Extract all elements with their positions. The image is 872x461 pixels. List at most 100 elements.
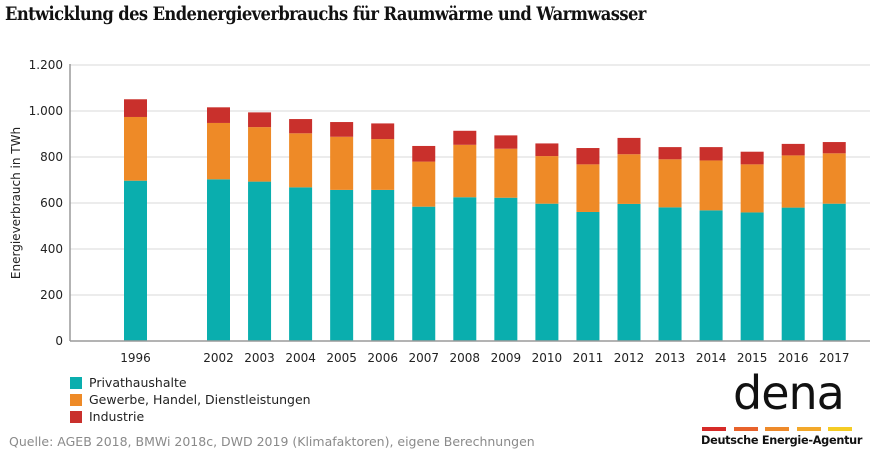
bar-segment-industrie bbox=[781, 143, 805, 156]
x-tick-label: 2016 bbox=[778, 351, 809, 365]
y-tick-label: 0 bbox=[55, 334, 63, 348]
bar-segment-gewerbe bbox=[494, 148, 518, 198]
bar-segment-industrie bbox=[371, 123, 395, 140]
x-tick-label: 2008 bbox=[450, 351, 481, 365]
bar-segment-gewerbe bbox=[822, 153, 846, 204]
bar-segment-privathaushalte bbox=[781, 207, 805, 341]
bar-segment-privathaushalte bbox=[330, 189, 354, 341]
bar-stack-2011 bbox=[576, 148, 600, 341]
bar-segment-gewerbe bbox=[699, 160, 723, 211]
bar-segment-industrie bbox=[330, 122, 354, 137]
bar-segment-industrie bbox=[740, 151, 764, 165]
bar-segment-privathaushalte bbox=[248, 181, 272, 341]
bar-stack-2002 bbox=[207, 107, 230, 341]
legend: Privathaushalte Gewerbe, Handel, Dienstl… bbox=[70, 374, 311, 425]
legend-label: Industrie bbox=[89, 409, 145, 424]
logo-stripe bbox=[733, 427, 758, 431]
x-tick-label: 2007 bbox=[408, 351, 439, 365]
legend-item-gewerbe: Gewerbe, Handel, Dienstleistungen bbox=[70, 391, 311, 408]
x-tick-label: 2010 bbox=[532, 351, 563, 365]
bar-stack-2005 bbox=[330, 122, 354, 341]
bar-segment-privathaushalte bbox=[658, 207, 682, 341]
legend-item-industrie: Industrie bbox=[70, 408, 311, 425]
logo-stripe bbox=[796, 427, 821, 431]
bar-segment-privathaushalte bbox=[124, 180, 147, 341]
y-tick-label: 600 bbox=[40, 196, 63, 210]
x-tick-label: 2003 bbox=[244, 351, 275, 365]
x-axis-ticks: 1996 2002 2003 2004 2005 2006 2007 2008 2009 2010… bbox=[120, 351, 849, 365]
bar-segment-gewerbe bbox=[412, 161, 436, 207]
bar-segment-privathaushalte bbox=[453, 197, 477, 341]
logo-wordmark: dena bbox=[733, 366, 845, 420]
bar-stack-2014 bbox=[699, 147, 723, 341]
legend-swatch bbox=[70, 410, 82, 423]
y-tick-label: 200 bbox=[40, 288, 63, 302]
x-tick-label: 2006 bbox=[367, 351, 398, 365]
logo-stripe bbox=[765, 427, 789, 431]
legend-swatch bbox=[70, 376, 82, 389]
bar-stack-2015 bbox=[740, 151, 764, 341]
logo-subtitle: Deutsche Energie-Agentur bbox=[701, 434, 863, 447]
bar-segment-industrie bbox=[822, 142, 846, 154]
bar-segment-privathaushalte bbox=[699, 210, 723, 341]
bar-segment-gewerbe bbox=[248, 127, 272, 182]
legend-label: Privathaushalte bbox=[89, 375, 187, 390]
stacked-bar-chart: 0 200 400 600 800 1.000 1.200 1996 2002 2003 2004… bbox=[9, 58, 870, 365]
bar-segment-industrie bbox=[453, 130, 477, 145]
bar-segment-industrie bbox=[248, 112, 272, 128]
bar-segment-gewerbe bbox=[453, 144, 477, 198]
bar-segment-privathaushalte bbox=[371, 189, 395, 341]
bar-segment-privathaushalte bbox=[535, 203, 559, 341]
bar-stack-2012 bbox=[617, 137, 641, 341]
bar-segment-privathaushalte bbox=[289, 187, 313, 341]
bar-segment-gewerbe bbox=[658, 159, 682, 208]
x-tick-label: 2002 bbox=[203, 351, 234, 365]
x-tick-label: 2013 bbox=[655, 351, 686, 365]
legend-label: Gewerbe, Handel, Dienstleistungen bbox=[89, 392, 311, 407]
bar-stack-2010 bbox=[535, 143, 559, 341]
bar-stack-2009 bbox=[494, 135, 518, 341]
x-tick-label: 2017 bbox=[819, 351, 850, 365]
bar-stack-2017 bbox=[822, 142, 846, 341]
bar-stack-2006 bbox=[371, 123, 395, 341]
dena-logo: dena Deutsche Energie-Agentur bbox=[700, 366, 863, 458]
y-tick-label: 1.000 bbox=[29, 104, 63, 118]
logo-stripe bbox=[828, 427, 852, 431]
bars bbox=[124, 99, 846, 341]
bar-segment-industrie bbox=[535, 143, 559, 157]
bar-segment-gewerbe bbox=[740, 164, 764, 213]
bar-segment-industrie bbox=[289, 119, 313, 134]
legend-item-privathaushalte: Privathaushalte bbox=[70, 374, 311, 391]
bar-segment-industrie bbox=[124, 99, 147, 117]
bar-segment-gewerbe bbox=[207, 122, 230, 180]
logo-stripes bbox=[702, 427, 860, 431]
x-tick-label: 2014 bbox=[696, 351, 727, 365]
bar-segment-gewerbe bbox=[535, 156, 559, 204]
y-tick-label: 800 bbox=[40, 150, 63, 164]
logo-stripe bbox=[702, 427, 726, 431]
bar-segment-industrie bbox=[658, 147, 682, 160]
bar-stack-2003 bbox=[248, 112, 272, 341]
x-tick-label: 1996 bbox=[120, 351, 151, 365]
bar-segment-industrie bbox=[617, 137, 641, 155]
x-tick-label: 2011 bbox=[573, 351, 604, 365]
y-axis-ticks: 0 200 400 600 800 1.000 1.200 bbox=[29, 58, 63, 348]
legend-swatch bbox=[70, 393, 82, 406]
x-tick-label: 2015 bbox=[737, 351, 768, 365]
x-tick-label: 2005 bbox=[326, 351, 357, 365]
bar-stack-2007 bbox=[412, 145, 436, 341]
chart-title: Entwicklung des Endenergieverbrauchs für… bbox=[5, 3, 646, 25]
bar-segment-privathaushalte bbox=[494, 197, 518, 341]
bar-stack-1996 bbox=[124, 99, 147, 341]
y-tick-label: 1.200 bbox=[29, 58, 63, 72]
bar-segment-gewerbe bbox=[781, 155, 805, 208]
y-tick-label: 400 bbox=[40, 242, 63, 256]
y-axis-label: Energieverbrauch in TWh bbox=[9, 127, 23, 279]
bar-segment-privathaushalte bbox=[740, 212, 764, 341]
bar-segment-privathaushalte bbox=[576, 211, 600, 341]
x-tick-label: 2012 bbox=[614, 351, 645, 365]
source-note: Quelle: AGEB 2018, BMWi 2018c, DWD 2019 … bbox=[9, 434, 535, 449]
bar-stack-2013 bbox=[658, 147, 682, 341]
bar-segment-industrie bbox=[699, 147, 723, 161]
bar-segment-industrie bbox=[494, 135, 518, 149]
